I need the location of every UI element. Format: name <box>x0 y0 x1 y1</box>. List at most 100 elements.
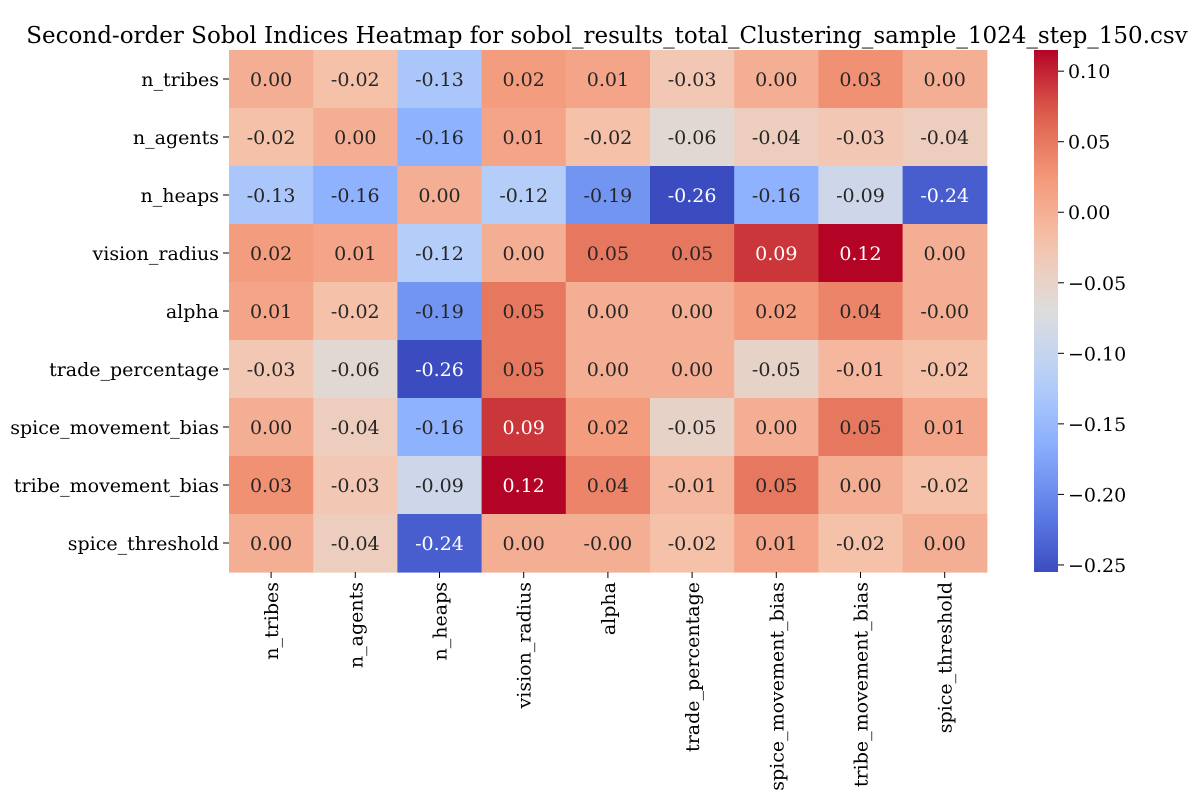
heatmap-cell <box>565 398 651 457</box>
heatmap-cell <box>902 456 988 515</box>
cell-value-label: 0.05 <box>587 243 629 265</box>
cell-value-label: -0.24 <box>920 185 969 207</box>
heatmap-cell <box>229 514 314 573</box>
heatmap-cell <box>229 108 314 167</box>
heatmap-cell <box>313 224 398 283</box>
cell-value-label: 0.03 <box>839 69 881 91</box>
x-axis: n_tribes n_agents n_heaps vision_radius alph… <box>261 572 957 791</box>
cell-value-label: 0.00 <box>924 69 966 91</box>
colorbar-tick-label: 0.05 <box>1068 132 1110 154</box>
cell-value-label: -0.02 <box>331 301 380 323</box>
heatmap-cell <box>818 456 904 515</box>
cell-value-label: -0.01 <box>836 359 885 381</box>
cell-value-label: -0.13 <box>247 185 296 207</box>
heatmap-cell <box>229 398 314 457</box>
x-tick-label: spice_movement_bias <box>766 582 788 791</box>
colorbar-tick-label: −0.15 <box>1068 414 1126 436</box>
cell-value-label: 0.01 <box>334 243 376 265</box>
cell-value-label: 0.00 <box>924 243 966 265</box>
heatmap-cell <box>734 224 819 283</box>
heatmap-cell <box>902 282 988 341</box>
cell-value-label: 0.00 <box>839 475 881 497</box>
heatmap-cell <box>229 282 314 341</box>
cell-value-label: 0.09 <box>755 243 797 265</box>
cell-value-label: -0.19 <box>415 301 464 323</box>
cell-value-label: 0.02 <box>250 243 292 265</box>
heatmap-cell <box>313 108 398 167</box>
heatmap-cell <box>565 224 651 283</box>
cell-value-label: -0.19 <box>584 185 633 207</box>
heatmap-cell <box>397 340 483 399</box>
cell-value-label: 0.02 <box>587 417 629 439</box>
heatmap-cell <box>902 340 988 399</box>
heatmap-cell <box>818 166 904 225</box>
cell-value-label: -0.16 <box>752 185 801 207</box>
heatmap-cell <box>734 50 819 109</box>
heatmap-cell <box>734 456 819 515</box>
cell-value-label: 0.01 <box>250 301 292 323</box>
heatmap-cell <box>818 514 904 573</box>
cell-value-label: 0.00 <box>671 359 713 381</box>
heatmap-cell <box>818 224 904 283</box>
heatmap-cell <box>397 282 483 341</box>
cell-value-label: 0.00 <box>587 359 629 381</box>
cell-value-label: 0.00 <box>755 417 797 439</box>
cell-value-label: -0.04 <box>331 533 380 555</box>
cell-value-label: -0.13 <box>415 69 464 91</box>
heatmap-cell <box>565 456 651 515</box>
cell-value-label: -0.04 <box>752 127 801 149</box>
heatmap-cell <box>902 166 988 225</box>
cell-value-label: -0.26 <box>668 185 717 207</box>
heatmap-cell <box>650 224 735 283</box>
heatmap-cell <box>565 166 651 225</box>
chart-title: Second-order Sobol Indices Heatmap for s… <box>26 23 1187 49</box>
cell-value-label: -0.12 <box>415 243 464 265</box>
cell-value-label: 0.03 <box>250 475 292 497</box>
heatmap-cell <box>650 282 735 341</box>
y-tick-label: spice_threshold <box>68 533 219 555</box>
heatmap-cell <box>650 514 735 573</box>
heatmap-cell <box>734 340 819 399</box>
heatmap-cell <box>229 166 314 225</box>
heatmap-cell <box>650 456 735 515</box>
cell-value-label: -0.09 <box>415 475 464 497</box>
cell-value-label: 0.09 <box>503 417 545 439</box>
cell-value-label: -0.03 <box>668 69 717 91</box>
heatmap-cell <box>229 50 314 109</box>
colorbar-gradient <box>1034 50 1058 572</box>
heatmap-cell <box>902 224 988 283</box>
x-tick-label: spice_threshold <box>935 582 957 733</box>
heatmap-cell <box>313 398 398 457</box>
cell-value-label: 0.04 <box>587 475 629 497</box>
cell-value-label: -0.03 <box>836 127 885 149</box>
cell-value-label: -0.02 <box>920 359 969 381</box>
cell-value-label: -0.01 <box>668 475 717 497</box>
cell-value-label: 0.01 <box>755 533 797 555</box>
heatmap-cell <box>229 224 314 283</box>
x-tick-label: alpha <box>598 582 620 635</box>
heatmap-cell <box>565 108 651 167</box>
x-tick-label: vision_radius <box>514 582 536 709</box>
heatmap-cell <box>565 50 651 109</box>
cell-value-label: -0.02 <box>247 127 296 149</box>
heatmap-cell <box>818 108 904 167</box>
cell-value-label: 0.05 <box>839 417 881 439</box>
cell-value-label: -0.02 <box>331 69 380 91</box>
cell-value-label: 0.00 <box>671 301 713 323</box>
cell-value-label: -0.02 <box>584 127 633 149</box>
heatmap-cell <box>734 398 819 457</box>
heatmap-cell <box>734 108 819 167</box>
cell-value-label: -0.09 <box>836 185 885 207</box>
heatmap-cell <box>313 282 398 341</box>
heatmap-cell <box>481 456 567 515</box>
cell-value-label: 0.02 <box>503 69 545 91</box>
cell-value-label: 0.00 <box>250 533 292 555</box>
heatmap-cell <box>734 166 819 225</box>
heatmap-cell <box>229 456 314 515</box>
cell-value-label: 0.00 <box>418 185 460 207</box>
heatmap-cell <box>481 50 567 109</box>
cell-value-label: -0.24 <box>415 533 464 555</box>
cell-value-label: -0.26 <box>415 359 464 381</box>
colorbar-tick-label: −0.10 <box>1068 343 1126 365</box>
